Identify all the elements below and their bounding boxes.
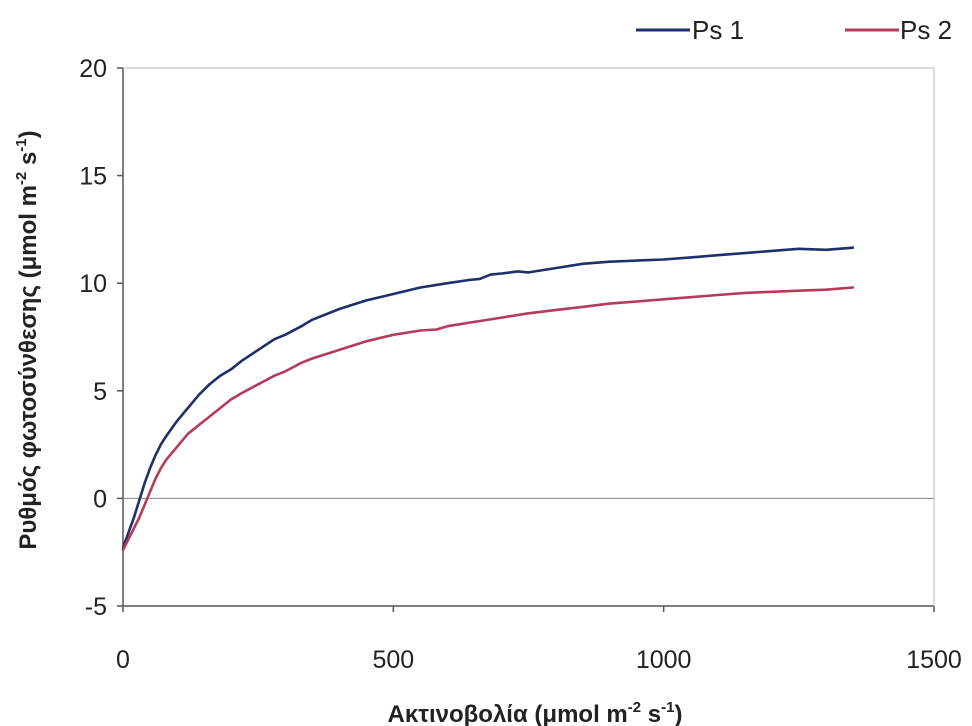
- x-tick-label: 0: [116, 646, 130, 674]
- legend: Ps 1 Ps 2: [636, 15, 952, 45]
- x-tick-label: 1500: [906, 646, 962, 674]
- y-tick-label: -5: [85, 593, 107, 621]
- y-tick-label: 5: [93, 378, 107, 406]
- x-axis-title-base: Ακτινοβολία (μmol m: [388, 701, 628, 726]
- legend-label-ps2: Ps 2: [900, 15, 952, 45]
- y-tick-label: 15: [79, 163, 107, 191]
- y-axis-title-sup1: -2: [13, 172, 30, 185]
- x-axis-title-end: ): [674, 701, 682, 726]
- x-axis-title-mid: s: [641, 701, 661, 726]
- y-tick-label: 10: [79, 270, 107, 298]
- plot-area: [122, 67, 935, 607]
- x-tick-label: 500: [372, 646, 414, 674]
- y-axis-title-base: Ρυθμός φωτοσύνθεσης (μmol m: [15, 185, 42, 550]
- y-tick-label: 0: [93, 485, 107, 513]
- series-line-1: [121, 246, 855, 550]
- y-tick-labels: -5 0 5 10 15 20: [79, 55, 107, 621]
- y-axis-title-end: ): [15, 130, 42, 138]
- y-tick-label: 20: [79, 55, 107, 83]
- x-axis-title-sup1: -2: [628, 699, 641, 716]
- y-axis-title-sup2: -1: [13, 138, 30, 151]
- legend-label-ps1: Ps 1: [692, 15, 744, 45]
- x-axis-title: Ακτινοβολία (μmol m-2 s-1): [388, 699, 683, 726]
- y-axis-title: Ρυθμός φωτοσύνθεσης (μmol m-2 s-1): [13, 130, 42, 549]
- y-axis-title-mid: s: [15, 152, 42, 172]
- x-tick-label: 1000: [636, 646, 692, 674]
- x-axis-title-sup2: -1: [661, 699, 674, 716]
- series-line-2: [121, 286, 855, 552]
- tick-marks: [117, 67, 935, 612]
- x-tick-labels: 0 500 1000 1500: [116, 646, 962, 674]
- series-lines: [121, 246, 855, 552]
